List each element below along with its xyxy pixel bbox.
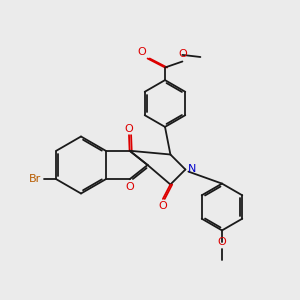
Text: Br: Br [28, 174, 41, 184]
Text: O: O [137, 47, 146, 57]
Text: O: O [125, 182, 134, 192]
Text: O: O [158, 201, 167, 211]
Text: O: O [218, 237, 226, 248]
Text: O: O [124, 124, 134, 134]
Text: N: N [188, 164, 196, 175]
Text: O: O [178, 49, 187, 59]
